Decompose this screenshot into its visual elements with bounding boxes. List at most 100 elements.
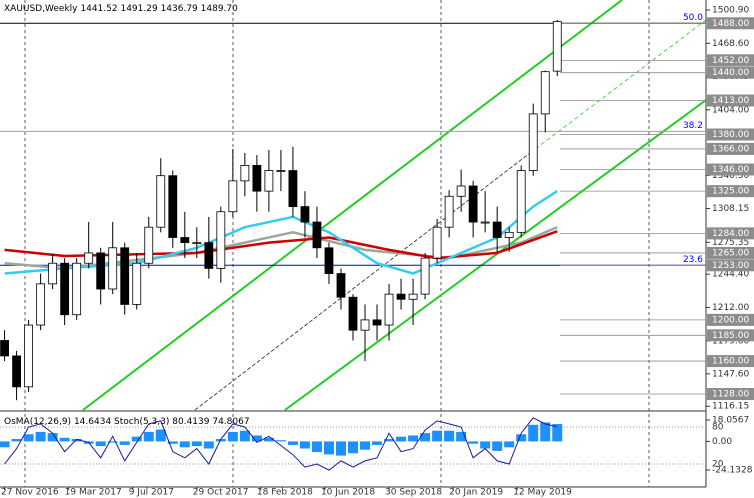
osma-bar: [11, 439, 22, 442]
candle-body: [384, 293, 394, 326]
level-box: [707, 329, 754, 342]
osma-bar: [23, 434, 34, 442]
osma-bar: [456, 431, 467, 442]
candle-body: [120, 247, 130, 305]
candle-body: [300, 206, 310, 223]
level-label: 1284.00: [712, 229, 749, 239]
stoch-name: Stoch(5,3,3): [114, 417, 169, 427]
y-tick-label: 1116.15: [712, 402, 749, 412]
osma-bar: [432, 430, 443, 442]
x-tick-label: 19 Mar 2017: [65, 488, 122, 498]
level-box: [707, 355, 754, 368]
candle-body: [516, 170, 526, 233]
candle-body: [408, 293, 418, 300]
channel-line: [82, 0, 623, 411]
candle-body: [12, 355, 21, 388]
candle-body: [48, 262, 58, 285]
level-box: [707, 313, 754, 326]
candle-body: [168, 175, 178, 238]
level-box: [707, 94, 754, 107]
level-box: [707, 259, 754, 272]
level-box: [707, 128, 754, 141]
level-label: 1440.00: [712, 68, 749, 78]
osma-bar: [372, 441, 383, 445]
osma-bar: [384, 439, 395, 442]
level-box: [707, 54, 754, 67]
osma-bar: [299, 441, 310, 449]
candle-body: [24, 324, 34, 388]
osma-bar: [203, 441, 214, 449]
y-tick-label: 1147.60: [712, 369, 749, 379]
candle-body: [36, 283, 46, 326]
osma-bar: [47, 433, 58, 442]
candle-body: [204, 242, 214, 269]
candle-body: [432, 226, 442, 259]
y-tick-label: 1244.40: [712, 270, 749, 280]
osma-bar: [179, 441, 190, 448]
level-label: 1452.00: [712, 56, 749, 66]
level-box: [707, 66, 754, 79]
osma-bar: [335, 441, 346, 456]
osma-name: OsMA(12,26,9): [4, 417, 71, 427]
osma-bar: [119, 441, 130, 445]
osma-bar: [444, 430, 455, 442]
level-box: [707, 388, 754, 401]
x-tick-label: 9 Jul 2017: [129, 488, 174, 498]
candle-body: [468, 185, 478, 223]
candle-body: [216, 211, 226, 269]
x-tick-label: 18 Feb 2018: [257, 488, 313, 498]
candle-body: [60, 262, 70, 316]
osma-bar: [263, 437, 274, 442]
level-label: 1128.00: [712, 390, 749, 400]
candle-body: [396, 293, 406, 300]
x-tick-label: 29 Oct 2017: [193, 488, 249, 498]
candle-body: [480, 221, 490, 224]
y-tick-label: 1500.90: [712, 5, 749, 15]
osma-bar: [348, 441, 358, 454]
level-box: [707, 227, 754, 240]
stoch-main: 80.4139: [172, 417, 209, 427]
candle-body: [276, 170, 286, 172]
candle-body: [108, 247, 118, 290]
osma-bar: [552, 424, 563, 442]
y-tick-label: 1308.15: [712, 204, 749, 214]
symbol: XAUUSD,Weekly: [4, 4, 78, 14]
level-label: 1366.00: [712, 144, 749, 154]
y-tick-label: 1340.30: [712, 171, 749, 181]
level-label: 1413.00: [712, 96, 749, 106]
candle-body: [336, 273, 346, 298]
osma-bar: [143, 431, 154, 442]
candle-body: [372, 319, 382, 326]
close: 1489.70: [201, 4, 238, 14]
osma-bar: [480, 441, 491, 449]
level-box: [707, 246, 754, 259]
indicator-header: OsMA(12,26,9) 14.6434 Stoch(5,3,3) 80.41…: [4, 417, 250, 427]
osma-bar: [167, 441, 178, 444]
plot: 1500.901468.601436.451404.001340.301308.…: [0, 5, 754, 498]
osma-bar: [191, 441, 202, 447]
candle-body: [492, 221, 502, 238]
candle-body: [240, 165, 250, 182]
osma-bar: [59, 437, 70, 442]
candle-body: [324, 247, 334, 274]
osma-bar: [251, 435, 262, 442]
candle-body: [348, 296, 358, 331]
osma-bar: [227, 431, 238, 442]
candle-body: [552, 21, 562, 72]
x-tick-label: 20 Jan 2019: [449, 488, 503, 498]
candle-body: [420, 257, 430, 295]
low: 1436.79: [161, 4, 198, 14]
level-label: 1380.00: [712, 130, 749, 140]
osma-bar: [107, 441, 118, 443]
candle-body: [540, 71, 550, 115]
level-label: 1265.00: [712, 248, 749, 258]
osma-value: 14.6434: [74, 417, 111, 427]
fib-label: 23.6: [683, 255, 703, 265]
level-box: [707, 163, 754, 176]
level-label: 1160.00: [712, 357, 749, 367]
osma-bar: [396, 436, 407, 442]
candle-body: [252, 165, 262, 192]
x-tick-label: 10 Jun 2018: [321, 488, 375, 498]
osc-tick-label: -24.1328: [712, 466, 753, 476]
osma-bar: [131, 436, 142, 442]
